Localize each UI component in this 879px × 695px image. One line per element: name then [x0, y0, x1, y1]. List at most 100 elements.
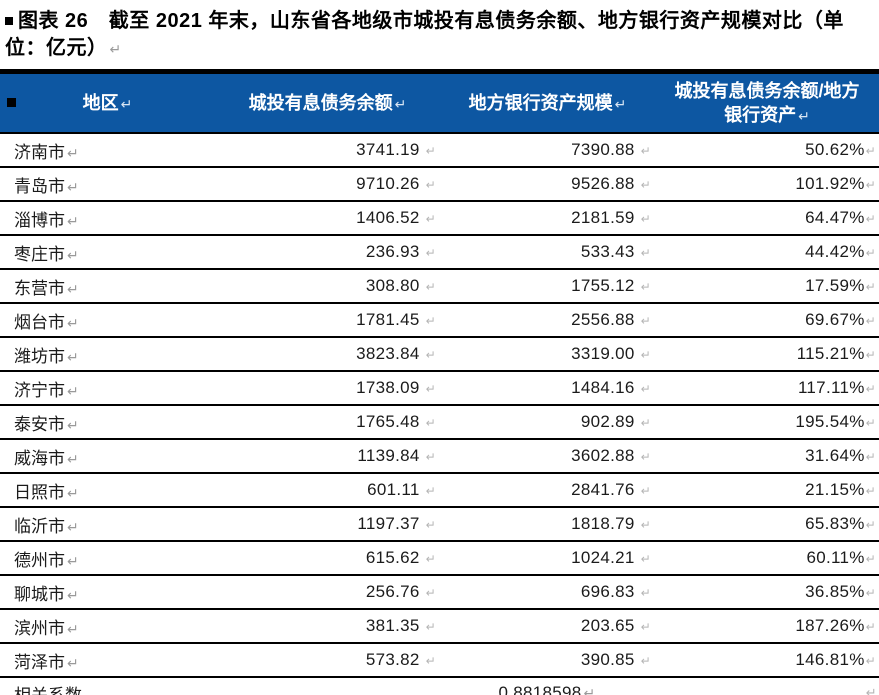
- bank-cell: 902.89 ↵: [440, 405, 655, 440]
- table-row: 潍坊市 ↵ 3823.84 ↵ 3319.00 ↵ 115.21%↵: [0, 337, 879, 372]
- ratio-value: 21.15%: [805, 480, 865, 499]
- return-mark-icon: ↵: [67, 484, 79, 501]
- return-mark-icon: ↵: [640, 484, 651, 498]
- return-mark-icon: ↵: [640, 178, 651, 192]
- return-mark-icon: ↵: [67, 246, 79, 263]
- return-mark-icon: ↵: [865, 348, 876, 362]
- region-cell: 聊城市 ↵: [0, 575, 215, 610]
- region-cell: 威海市 ↵: [0, 439, 215, 474]
- bank-value: 1484.16: [571, 378, 635, 397]
- return-mark-icon: ↵: [425, 518, 436, 532]
- debt-cell: 615.62 ↵: [215, 541, 440, 576]
- ratio-value: 195.54%: [795, 412, 865, 431]
- return-mark-icon: ↵: [865, 246, 876, 260]
- return-mark-icon: ↵: [67, 586, 79, 603]
- debt-value: 256.76: [365, 582, 420, 601]
- debt-cell: 1781.45 ↵: [215, 303, 440, 338]
- row-end-return-mark-icon: ↵: [865, 685, 877, 695]
- debt-value: 381.35: [365, 616, 420, 635]
- return-mark-icon: ↵: [67, 314, 79, 331]
- region-name: 济宁市: [14, 380, 65, 400]
- debt-cell: 9710.26 ↵: [215, 167, 440, 202]
- table-row: 泰安市 ↵ 1765.48 ↵ 902.89 ↵ 195.54%↵: [0, 405, 879, 440]
- return-mark-icon: ↵: [865, 144, 876, 158]
- return-mark-icon: ↵: [67, 348, 79, 365]
- bank-cell: 1755.12 ↵: [440, 269, 655, 304]
- return-mark-icon: ↵: [640, 450, 651, 464]
- return-mark-icon: ↵: [640, 348, 651, 362]
- bank-value: 3319.00: [571, 344, 635, 363]
- debt-value: 1781.45: [356, 310, 420, 329]
- bank-cell: 1024.21 ↵: [440, 541, 655, 576]
- ratio-cell: 50.62%↵: [655, 133, 879, 168]
- column-header-ratio: 城投有息债务余额/地方 银行资产 ↵: [655, 71, 879, 134]
- return-mark-icon: ↵: [425, 348, 436, 362]
- ratio-value: 101.92%: [795, 174, 865, 193]
- ratio-cell: 117.11%↵: [655, 371, 879, 406]
- ratio-value: 60.11%: [806, 548, 865, 567]
- bank-cell: 3319.00 ↵: [440, 337, 655, 372]
- ratio-cell: 17.59%↵: [655, 269, 879, 304]
- return-mark-icon: ↵: [67, 212, 79, 229]
- bank-cell: 2556.88 ↵: [440, 303, 655, 338]
- bank-value: 2841.76: [571, 480, 635, 499]
- region-name: 淄博市: [14, 210, 65, 230]
- return-mark-icon: ↵: [67, 518, 79, 535]
- return-mark-icon: ↵: [67, 620, 79, 637]
- ratio-value: 69.67%: [805, 310, 865, 329]
- return-mark-icon: ↵: [67, 654, 79, 671]
- region-cell: 济南市 ↵: [0, 133, 215, 168]
- region-cell: 枣庄市 ↵: [0, 235, 215, 270]
- ratio-cell: 146.81%↵: [655, 643, 879, 678]
- figure-title-text: 图表 26 截至 2021 年末，山东省各地级市城投有息债务余额、地方银行资产规…: [5, 10, 844, 59]
- return-mark-icon: ↵: [640, 314, 651, 328]
- bank-value: 533.43: [580, 242, 635, 261]
- region-cell: 青岛市 ↵: [0, 167, 215, 202]
- debt-cell: 601.11 ↵: [215, 473, 440, 508]
- debt-value: 1139.84: [357, 446, 420, 465]
- debt-value: 308.80: [365, 276, 420, 295]
- correlation-value: 0.8818598: [498, 683, 582, 695]
- column-header-bank: 地方银行资产规模 ↵: [440, 71, 655, 134]
- ratio-cell: 187.26%↵: [655, 609, 879, 644]
- region-cell: 烟台市 ↵: [0, 303, 215, 338]
- return-mark-icon: ↵: [425, 382, 436, 396]
- figure-title: 图表 26 截至 2021 年末，山东省各地级市城投有息债务余额、地方银行资产规…: [0, 0, 879, 69]
- debt-cell: 1765.48 ↵: [215, 405, 440, 440]
- return-mark-icon: ↵: [425, 144, 436, 158]
- region-name: 聊城市: [14, 584, 65, 604]
- return-mark-icon: ↵: [583, 685, 596, 695]
- bank-cell: 2841.76 ↵: [440, 473, 655, 508]
- return-mark-icon: ↵: [640, 144, 651, 158]
- ratio-cell: 31.64%↵: [655, 439, 879, 474]
- ratio-cell: 115.21%↵: [655, 337, 879, 372]
- debt-value: 573.82: [365, 650, 420, 669]
- return-mark-icon: ↵: [865, 178, 876, 192]
- return-mark-icon: ↵: [865, 620, 876, 634]
- return-mark-icon: ↵: [640, 280, 651, 294]
- return-mark-icon: ↵: [120, 95, 133, 112]
- debt-cell: 381.35 ↵: [215, 609, 440, 644]
- return-mark-icon: ↵: [425, 450, 436, 464]
- bank-cell: 390.85 ↵: [440, 643, 655, 678]
- return-mark-icon: ↵: [394, 95, 407, 112]
- return-mark-icon: ↵: [865, 416, 876, 430]
- return-mark-icon: ↵: [67, 552, 79, 569]
- return-mark-icon: ↵: [640, 552, 651, 566]
- debt-cell: 1738.09 ↵: [215, 371, 440, 406]
- return-mark-icon: ↵: [865, 518, 876, 532]
- region-cell: 日照市 ↵: [0, 473, 215, 508]
- return-mark-icon: ↵: [865, 484, 876, 498]
- debt-cell: 573.82 ↵: [215, 643, 440, 678]
- return-mark-icon: ↵: [640, 586, 651, 600]
- bank-cell: 1484.16 ↵: [440, 371, 655, 406]
- return-mark-icon: ↵: [425, 552, 436, 566]
- region-name: 菏泽市: [14, 652, 65, 672]
- bank-cell: 203.65 ↵: [440, 609, 655, 644]
- bullet-square-icon: [5, 17, 13, 25]
- ratio-cell: 60.11%↵: [655, 541, 879, 576]
- return-mark-icon: ↵: [425, 620, 436, 634]
- debt-cell: 3741.19 ↵: [215, 133, 440, 168]
- column-header-label: 地区: [82, 92, 119, 113]
